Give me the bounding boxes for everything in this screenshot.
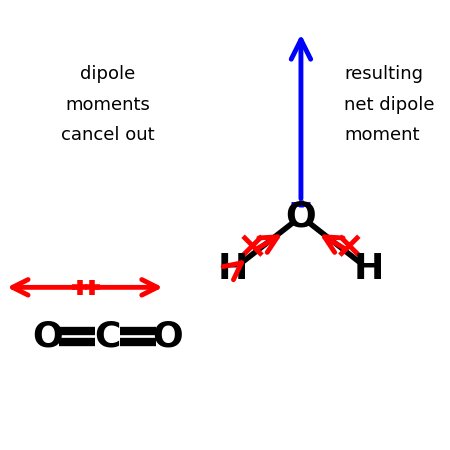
Text: C: C (94, 320, 121, 354)
Text: H: H (218, 252, 248, 286)
Text: O: O (152, 320, 183, 354)
Text: O: O (32, 320, 63, 354)
Text: resulting
net dipole
moment: resulting net dipole moment (344, 65, 434, 144)
Text: O: O (286, 199, 316, 234)
Text: dipole
moments
cancel out: dipole moments cancel out (61, 65, 154, 144)
Text: H: H (354, 252, 384, 286)
